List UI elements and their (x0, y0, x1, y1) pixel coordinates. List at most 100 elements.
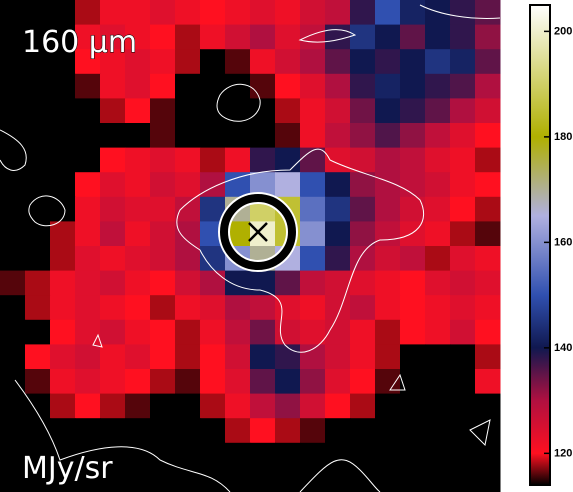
cell (400, 73, 426, 99)
colorbar (529, 4, 551, 486)
cell (400, 196, 426, 222)
cell (175, 295, 201, 321)
contour (299, 459, 381, 492)
cell (400, 0, 426, 26)
contour (14, 379, 231, 492)
cell (375, 467, 401, 492)
cell (200, 467, 226, 492)
cell (125, 123, 151, 149)
cell (325, 73, 351, 99)
cell (0, 467, 26, 492)
cell (75, 123, 101, 149)
cell (450, 442, 476, 468)
cell (350, 246, 376, 272)
cell (425, 295, 451, 321)
cell (400, 221, 426, 247)
cell (175, 0, 201, 26)
cell (250, 369, 276, 395)
cell (225, 123, 251, 149)
colorbar-tick-label: 140 (554, 342, 572, 354)
cell (425, 270, 451, 296)
cell (175, 196, 201, 222)
cell (0, 319, 26, 345)
cell (0, 418, 26, 444)
cell (275, 344, 301, 370)
cell (225, 344, 251, 370)
cell (200, 369, 226, 395)
cell (150, 98, 176, 124)
cell (400, 24, 426, 50)
cell (375, 442, 401, 468)
cell (475, 319, 501, 345)
cell (375, 418, 401, 444)
cell (250, 442, 276, 468)
cell (400, 246, 426, 272)
cell (375, 295, 401, 321)
cell (75, 24, 101, 50)
cell (475, 123, 501, 149)
cell (50, 246, 76, 272)
cell (200, 172, 226, 198)
cell (175, 147, 201, 173)
cell (75, 418, 101, 444)
colorbar-tick-label: 160 (554, 236, 572, 248)
cell (475, 344, 501, 370)
cell (175, 172, 201, 198)
colorbar-tick-label: 200 (554, 25, 572, 37)
cell (425, 196, 451, 222)
cell (125, 467, 151, 492)
cell (450, 344, 476, 370)
cell (0, 0, 26, 26)
cell (425, 49, 451, 75)
cell (375, 49, 401, 75)
cell (50, 0, 76, 26)
cell (75, 147, 101, 173)
cell (375, 73, 401, 99)
cell (400, 270, 426, 296)
cell (475, 270, 501, 296)
cell (75, 196, 101, 222)
cell (50, 319, 76, 345)
cell (175, 98, 201, 124)
cell (450, 0, 476, 26)
cell (300, 442, 326, 468)
cell (425, 442, 451, 468)
cell (425, 0, 451, 26)
cell (250, 24, 276, 50)
cell (425, 344, 451, 370)
cell (200, 442, 226, 468)
cell (275, 295, 301, 321)
cell (375, 196, 401, 222)
cell (375, 319, 401, 345)
cell (0, 369, 26, 395)
cell (400, 319, 426, 345)
cell (175, 221, 201, 247)
cell (325, 196, 351, 222)
cell (150, 418, 176, 444)
cell (475, 369, 501, 395)
cell (75, 344, 101, 370)
cell (350, 221, 376, 247)
cell (150, 221, 176, 247)
cell (50, 172, 76, 198)
cell (25, 295, 51, 321)
cell (225, 73, 251, 99)
cell (50, 98, 76, 124)
cell (325, 295, 351, 321)
cell (0, 73, 26, 99)
cell (325, 147, 351, 173)
cell (50, 123, 76, 149)
cell (25, 344, 51, 370)
cell (300, 0, 326, 26)
cell (150, 172, 176, 198)
cell (150, 0, 176, 26)
cell (300, 196, 326, 222)
cell (425, 369, 451, 395)
cell (300, 49, 326, 75)
cell (125, 369, 151, 395)
cell (275, 172, 301, 198)
cell (200, 319, 226, 345)
cell (275, 147, 301, 173)
cell (425, 172, 451, 198)
